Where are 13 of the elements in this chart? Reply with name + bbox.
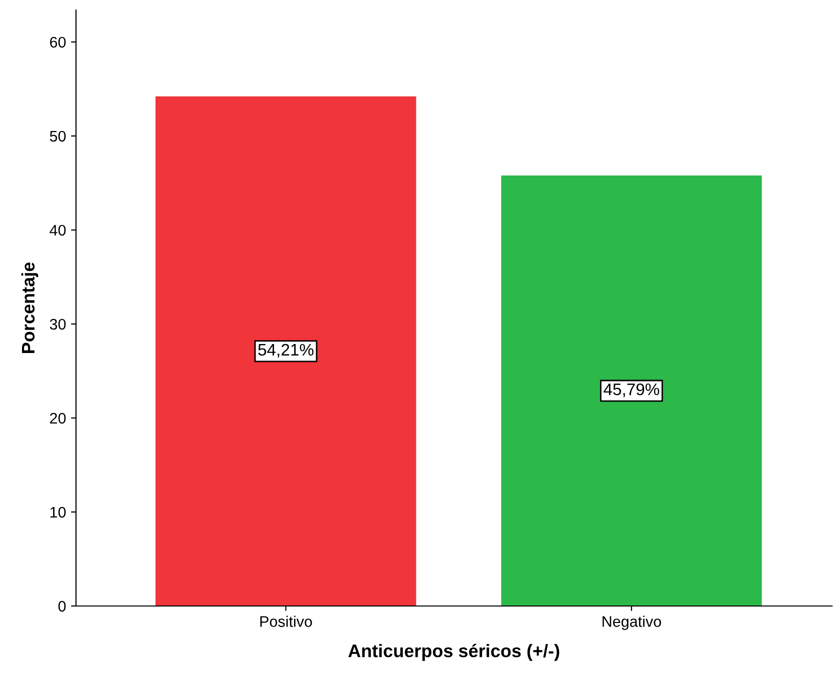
y-tick-label: 30	[50, 318, 66, 330]
y-tick-label: 40	[50, 224, 66, 236]
y-axis-title: Porcentaje	[21, 262, 38, 353]
data-label: 45,79%	[604, 383, 660, 398]
x-axis-title: Anticuerpos séricos (+/-)	[348, 644, 560, 661]
y-tick-label: 50	[50, 130, 66, 142]
x-tick-label: Negativo	[602, 616, 662, 630]
data-label: 54,21%	[258, 344, 314, 358]
x-tick-label: Positivo	[260, 616, 312, 627]
y-tick-label: 60	[50, 36, 66, 48]
y-tick-label: 0	[58, 600, 66, 612]
y-tick-label: 20	[50, 412, 66, 424]
y-tick-label: 10	[50, 506, 66, 518]
